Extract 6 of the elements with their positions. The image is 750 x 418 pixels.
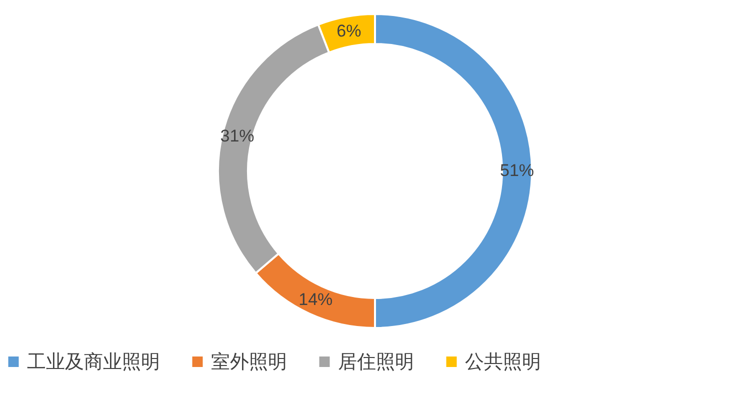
- legend-label: 居住照明: [338, 350, 414, 373]
- legend-label: 工业及商业照明: [27, 350, 160, 373]
- legend-label: 室外照明: [211, 350, 287, 373]
- legend-label: 公共照明: [465, 350, 541, 373]
- data-label: 6%: [336, 21, 362, 40]
- data-label: 14%: [298, 290, 333, 309]
